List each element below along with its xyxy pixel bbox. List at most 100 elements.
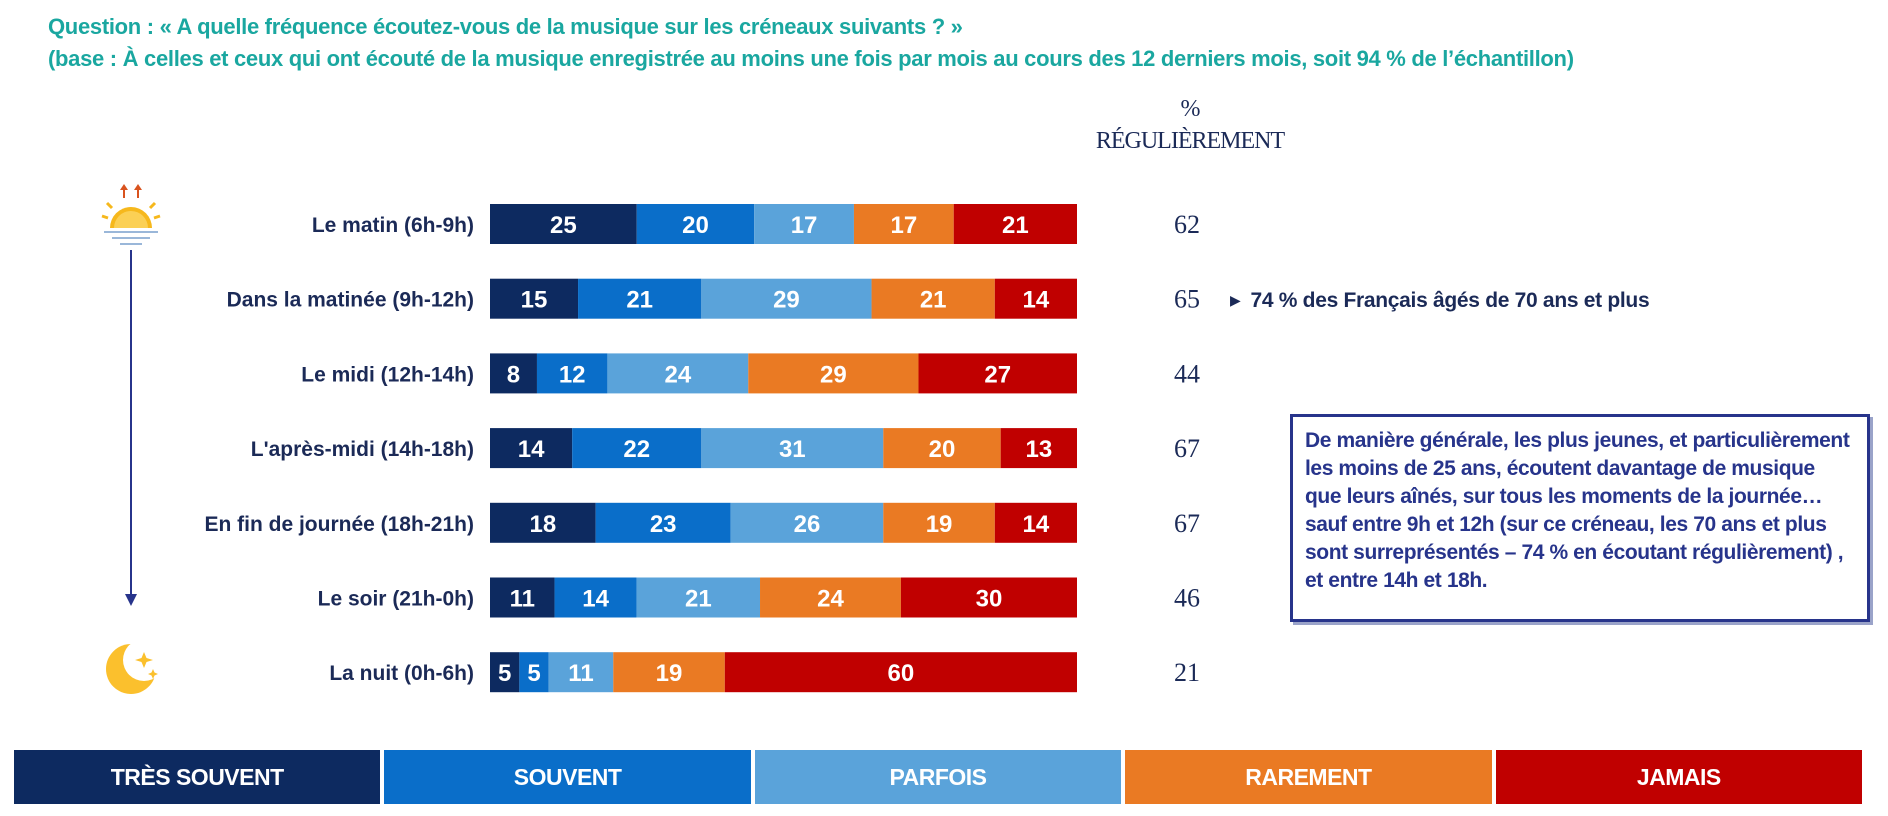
bar-value-label: 24 [817, 586, 844, 613]
bar-segment [871, 278, 995, 319]
bar-value-label: 17 [890, 212, 917, 239]
bar-value-label: 29 [820, 361, 847, 388]
bar-value-label: 31 [779, 436, 806, 463]
bar-segment [548, 652, 614, 693]
bar-value-label: 17 [791, 212, 818, 239]
question-text: Question : « A quelle fréquence écoutez-… [48, 14, 963, 39]
legend-souvent: SOUVENT [384, 750, 751, 804]
category-label: Le midi (12h-14h) [301, 363, 474, 386]
regulierement-value: 21 [1174, 658, 1200, 687]
bar-value-label: 14 [1023, 287, 1050, 314]
regulierement-value: 67 [1174, 509, 1200, 538]
bar-segment [490, 652, 520, 693]
legend-rarement: RAREMENT [1125, 750, 1492, 804]
bar-value-label: 26 [794, 511, 821, 538]
bar-value-label: 8 [507, 361, 520, 388]
bar-segment [701, 428, 884, 469]
bar-segment [730, 502, 884, 543]
bar-segment [536, 353, 608, 394]
bar-segment [754, 204, 854, 244]
legend-parfois: PARFOIS [754, 750, 1122, 804]
bar-segment [900, 577, 1077, 618]
bars-layer: Le matin (6h-9h) 25 20 17 17 21 62 Dans la mati… [204, 204, 1200, 693]
bar-segment [883, 428, 1001, 469]
bar-segment [490, 204, 637, 244]
bar-value-label: 27 [984, 361, 1011, 388]
bar-segment [1000, 428, 1077, 469]
bar-value-label: 5 [498, 660, 511, 687]
bar-value-label: 18 [529, 511, 556, 538]
bar-value-label: 11 [510, 586, 535, 613]
category-label: La nuit (0h-6h) [329, 662, 474, 685]
bar-segment [490, 577, 555, 618]
regulierement-value: 46 [1174, 584, 1200, 613]
bar-segment [490, 278, 579, 319]
bar-value-label: 60 [888, 660, 915, 687]
regulierement-header-label: RÉGULIÈREMENT [1095, 128, 1285, 154]
bar-segment [636, 577, 761, 618]
bar-segment [748, 353, 919, 394]
bar-segment [883, 502, 995, 543]
bar-segment [490, 353, 537, 394]
bar-segment [918, 353, 1077, 394]
bar-segment [760, 577, 901, 618]
bar-segment [490, 428, 573, 469]
bar-value-label: 14 [582, 586, 609, 613]
annotation-text: 74 % des Français âgés de 70 ans et plus [1250, 289, 1650, 312]
regulierement-header-sign: % [1180, 96, 1201, 122]
bar-value-label: 14 [518, 436, 545, 463]
regulierement-value: 44 [1174, 359, 1200, 388]
bar-value-label: 21 [920, 287, 947, 314]
bar-value-label: 23 [650, 511, 677, 538]
bar-value-label: 21 [685, 586, 712, 613]
bar-segment [724, 652, 1077, 693]
regulierement-value: 67 [1174, 434, 1200, 463]
base-text: (base : À celles et ceux qui ont écouté … [48, 46, 1574, 71]
bar-value-label: 14 [1023, 511, 1050, 538]
annotation-70-plus: ▶ 74 % des Français âgés de 70 ans et plu… [1230, 289, 1650, 313]
bar-segment [519, 652, 549, 693]
bar-segment [572, 428, 702, 469]
bar-value-label: 13 [1025, 436, 1052, 463]
bar-segment [613, 652, 725, 693]
regulierement-value: 62 [1174, 210, 1200, 239]
bar-value-label: 5 [527, 660, 540, 687]
category-label: L'après-midi (14h-18h) [251, 438, 474, 461]
bar-segment [490, 502, 596, 543]
legend-jamais: JAMAIS [1495, 750, 1863, 804]
bar-value-label: 12 [559, 361, 586, 388]
bar-value-label: 24 [664, 361, 691, 388]
category-label: Le soir (21h-0h) [318, 588, 474, 611]
bar-value-label: 21 [626, 287, 653, 314]
bar-value-label: 29 [773, 287, 800, 314]
bar-segment [554, 577, 637, 618]
bar-segment [578, 278, 702, 319]
note-box: De manière générale, les plus jeunes, et… [1290, 414, 1870, 622]
bar-value-label: 15 [521, 287, 548, 314]
bar-value-label: 20 [929, 436, 956, 463]
bar-value-label: 20 [682, 212, 709, 239]
bar-segment [994, 502, 1077, 543]
bar-segment [701, 278, 872, 319]
timeline-arrow-head [125, 594, 137, 606]
bar-segment [953, 204, 1077, 244]
bar-value-label: 25 [550, 212, 577, 239]
triangle-bullet-icon: ▶ [1230, 292, 1241, 308]
category-label: En fin de journée (18h-21h) [204, 513, 474, 536]
bar-segment [994, 278, 1077, 319]
bar-segment [595, 502, 731, 543]
bar-value-label: 19 [926, 511, 953, 538]
category-label: Dans la matinée (9h-12h) [227, 289, 474, 312]
moon-stars-icon [106, 639, 162, 694]
bar-segment [607, 353, 749, 394]
category-label: Le matin (6h-9h) [312, 214, 474, 237]
bar-value-label: 19 [656, 660, 683, 687]
regulierement-value: 65 [1174, 285, 1200, 314]
bar-value-label: 21 [1002, 212, 1029, 239]
legend: TRÈS SOUVENT SOUVENT PARFOIS RAREMENT JA… [14, 750, 1863, 804]
sunrise-icon [101, 184, 161, 245]
bar-value-label: 11 [568, 660, 593, 687]
bar-value-label: 30 [976, 586, 1003, 613]
bar-segment [636, 204, 755, 244]
